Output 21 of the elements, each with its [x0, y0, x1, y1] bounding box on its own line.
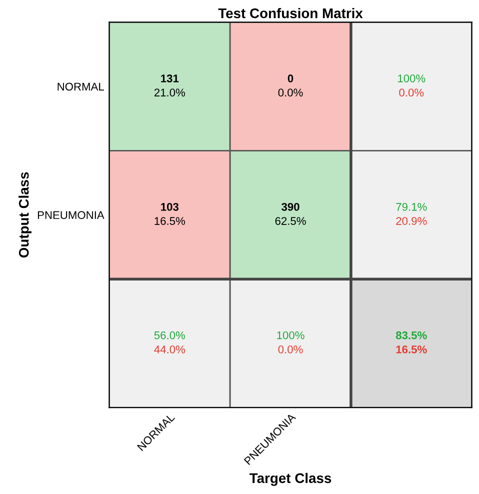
annotation: 16.5% [396, 346, 427, 354]
data-label: 131 [161, 74, 179, 82]
annotation: 16.5% [154, 217, 186, 225]
data-label: 83.5% [396, 331, 427, 340]
x-axis-title: Target Class [250, 472, 332, 486]
data-label: 100% [277, 331, 304, 340]
annotation: 21.0% [154, 88, 186, 96]
data-label: 103 [161, 202, 179, 211]
data-label: 79.1% [396, 202, 427, 211]
data-label: 390 [282, 202, 300, 211]
y-axis-title: Output Class [18, 172, 32, 258]
annotation: 20.9% [396, 217, 427, 225]
chart-title: Test Confusion Matrix [218, 8, 363, 18]
annotation: 0.0% [278, 88, 303, 96]
annotation: 0.0% [278, 346, 303, 354]
data-label: 56.0% [154, 331, 186, 340]
annotation: 62.5% [275, 217, 306, 225]
data-label: 100% [398, 74, 426, 82]
annotation: 44.0% [154, 346, 186, 354]
data-label: 0 [288, 74, 294, 82]
annotation: 0.0% [399, 88, 424, 96]
